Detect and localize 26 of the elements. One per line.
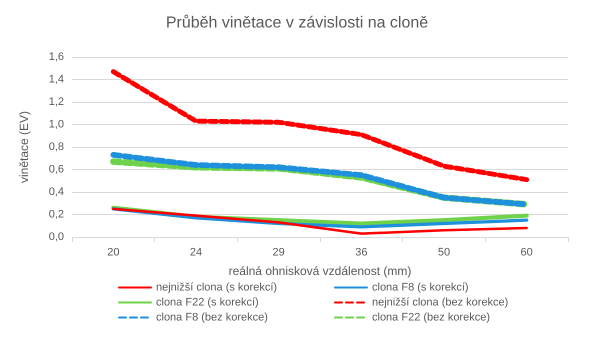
- y-tick-label: 0,8: [48, 141, 64, 153]
- x-tick-label: 36: [355, 246, 368, 258]
- y-tick-label: 0,2: [48, 208, 64, 220]
- legend-label: nejnižší clona (bez korekce): [372, 296, 508, 308]
- y-tick-label: 1,4: [48, 74, 64, 86]
- y-tick-label: 0,0: [48, 231, 64, 243]
- y-tick-label: 1,6: [48, 51, 64, 63]
- y-tick-label: 0,6: [48, 164, 64, 176]
- legend-label: clona F22 (s korekcí): [156, 296, 259, 308]
- line-series: [110, 69, 530, 182]
- x-axis-title: reálná ohnisková vzdálenost (mm): [228, 264, 412, 278]
- y-tick-label: 1,2: [48, 96, 64, 108]
- legend-label: clona F8 (s korekcí): [372, 282, 469, 294]
- legend-label: nejnižší clona (s korekcí): [156, 282, 278, 294]
- x-tick-label: 29: [272, 246, 285, 258]
- y-tick-label: 0,4: [48, 186, 64, 198]
- x-tick-label: 20: [107, 246, 120, 258]
- legend-label: clona F22 (bez korekce): [372, 312, 490, 324]
- legend-label: clona F8 (bez korekce): [156, 312, 268, 324]
- x-tick-label: 24: [190, 246, 202, 258]
- x-tick-label: 50: [438, 246, 450, 258]
- chart-title: Průběh vinětace v závislosti na cloně: [166, 14, 428, 32]
- y-tick-label: 1,0: [48, 118, 64, 130]
- line-series: [112, 208, 528, 235]
- y-axis-title: vinětace (EV): [17, 110, 31, 184]
- x-tick-label: 60: [520, 246, 533, 258]
